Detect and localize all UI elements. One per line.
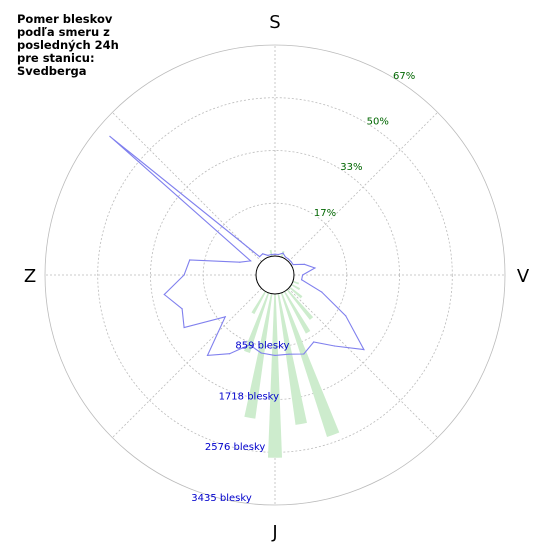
count-point [363, 349, 365, 351]
count-point [259, 256, 261, 258]
count-point [163, 293, 165, 296]
percent-sector [289, 286, 303, 299]
count-point [274, 354, 276, 356]
count-point [301, 279, 303, 281]
count-ring-label: 2576 blesky [205, 442, 266, 453]
count-point [181, 308, 183, 310]
compass-west: Z [24, 266, 36, 287]
percent-sector [267, 293, 283, 458]
count-point [284, 256, 286, 258]
count-point [262, 253, 264, 255]
count-point [321, 291, 323, 293]
count-point [239, 261, 241, 263]
count-point [303, 263, 305, 265]
count-point [287, 258, 289, 260]
count-point [314, 267, 316, 269]
chart-title: Pomer bleskov podľa smeru z posledných 2… [17, 12, 119, 78]
ring-labels: 17% 33% 50% 67% 859 blesky 1718 blesky 2576 bl… [191, 71, 415, 504]
percent-sector [269, 249, 273, 257]
grid-spoke [112, 288, 262, 438]
count-point [288, 353, 290, 355]
count-series [109, 135, 365, 357]
percent-ring-label: 67% [393, 71, 415, 82]
percent-ring-label: 17% [314, 208, 336, 219]
percent-sector [280, 250, 285, 258]
compass-east: V [517, 266, 530, 287]
count-point [109, 135, 111, 137]
count-point [274, 253, 276, 255]
percent-sector [283, 291, 311, 334]
count-ring-label: 1718 blesky [219, 391, 280, 402]
grid-ring [44, 44, 506, 506]
compass-south: J [271, 522, 277, 543]
count-point [224, 316, 226, 318]
count-point [302, 274, 304, 276]
percent-sector [244, 293, 273, 419]
percent-sectors [244, 249, 340, 458]
count-point [313, 341, 315, 343]
count-point [290, 261, 292, 263]
count-point [267, 254, 269, 256]
count-ring-label: 3435 blesky [191, 493, 252, 504]
percent-sector [292, 280, 300, 285]
percent-sector [291, 283, 301, 291]
compass-north: S [269, 12, 280, 33]
grid-ring [97, 97, 453, 453]
count-point [270, 253, 272, 256]
count-line [109, 135, 365, 357]
count-point [249, 344, 251, 346]
percent-sector [251, 291, 267, 315]
center-circle [255, 255, 295, 295]
percent-ring-label: 50% [367, 117, 389, 128]
count-ring-label: 859 blesky [235, 340, 289, 351]
count-point [334, 345, 336, 347]
count-point [282, 252, 284, 254]
grid-spoke [288, 112, 438, 262]
count-point [278, 253, 280, 256]
count-point [206, 354, 209, 356]
grid-spoke [288, 288, 438, 438]
count-point [260, 352, 262, 354]
count-point [303, 353, 305, 355]
percent-ring-label: 33% [340, 162, 362, 173]
count-point [183, 274, 185, 276]
count-point [183, 326, 185, 329]
count-point [345, 315, 347, 317]
count-point [189, 259, 191, 261]
percent-sector [286, 289, 314, 320]
percent-sector [280, 292, 340, 438]
count-point [250, 260, 252, 262]
percent-sector [277, 293, 307, 425]
count-point [292, 264, 294, 266]
grid-spoke [112, 112, 262, 262]
percent-sector [244, 292, 270, 354]
count-point [229, 353, 231, 355]
